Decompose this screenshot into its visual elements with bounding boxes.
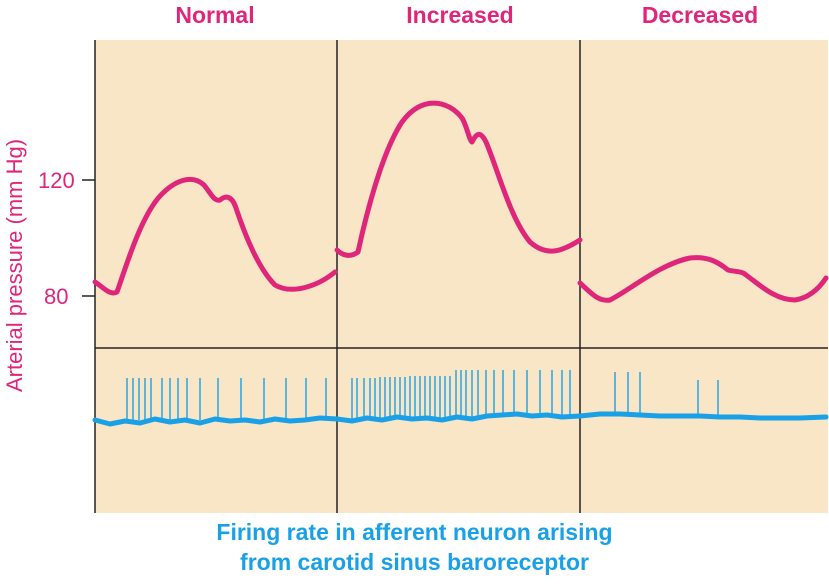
neuron-baselines [92,411,829,427]
neuron-baseline-normal [92,415,340,427]
caption-line-2: from carotid sinus baroreceptor [240,549,589,575]
panel-background [95,40,828,513]
pressure-traces [92,100,829,303]
column-title-increased: Increased [406,2,514,28]
neuron-baseline-increased [334,411,583,424]
column-title-decreased: Decreased [641,2,759,28]
pressure-trace-normal [92,176,338,296]
pressure-trace-decreased [577,255,829,303]
neuron-baseline-decreased [577,411,829,421]
neuron-spikes [126,370,719,420]
y-tick-80: 80 [44,284,69,309]
caption-line-1: Firing rate in afferent neuron arising [216,519,613,545]
y-tick-120: 120 [38,168,75,193]
pressure-trace-increased [334,100,583,258]
column-title-normal: Normal [175,2,255,28]
